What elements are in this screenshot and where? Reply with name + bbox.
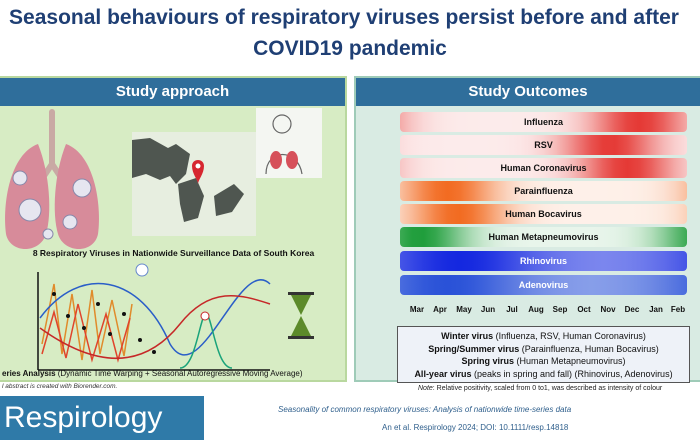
- biorender-credit: l abstract is created with Biorender.com…: [2, 383, 118, 390]
- month-label: Feb: [670, 305, 686, 314]
- month-label: Apr: [433, 305, 447, 314]
- heat-bar-human-bocavirus: Human Bocavirus: [400, 204, 687, 224]
- summary-bold: Winter virus: [441, 331, 494, 341]
- hourglass-icon: [288, 292, 314, 339]
- patient-icon: [256, 108, 322, 178]
- summary-line: Spring/Summer virus (Parainfluenza, Huma…: [398, 343, 689, 356]
- month-label: Nov: [600, 305, 616, 314]
- summary-bold: All-year virus: [414, 368, 472, 379]
- korea-map-icon: [132, 132, 256, 236]
- title-line-1: Seasonal behaviours of respiratory virus…: [9, 6, 679, 29]
- time-series-chart-icon: [37, 263, 271, 371]
- citation-title: Seasonality of common respiratory viruse…: [278, 405, 572, 414]
- month-label: Jan: [649, 305, 663, 314]
- lungs-icon: [5, 109, 99, 249]
- month-label: Oct: [577, 305, 591, 314]
- summary-line: Winter virus (Influenza, RSV, Human Coro…: [398, 330, 689, 343]
- heat-bar-rhinovirus: Rhinovirus: [400, 251, 687, 271]
- study-outcomes-heading: Study Outcomes: [356, 78, 700, 106]
- heat-bar-rsv: RSV: [400, 135, 687, 155]
- figure-title: Seasonal behaviours of respiratory virus…: [0, 2, 700, 66]
- month-label: May: [456, 305, 472, 314]
- citation-reference: An et al. Respirology 2024; DOI: 10.1111…: [382, 423, 569, 432]
- colour-note: Note: Relative positivity, scaled from 0…: [418, 385, 662, 392]
- summary-bold: Spring/Summer virus: [428, 343, 520, 354]
- heat-bar-influenza: Influenza: [400, 112, 687, 132]
- analysis-caption-bold: eries Analysis: [2, 369, 56, 378]
- summary-rest: (Human Metapneumovirus): [513, 356, 626, 366]
- note-label: Note: [418, 385, 433, 392]
- month-label: Sep: [552, 305, 568, 314]
- month-label: Jun: [480, 305, 496, 314]
- heat-bar-human-metapneumovirus: Human Metapneumovirus: [400, 227, 687, 247]
- study-approach-illustration: [5, 108, 322, 371]
- analysis-caption: eries Analysis (Dynamic Time Warping + S…: [0, 369, 347, 378]
- summary-rest: (Parainfluenza, Human Bocavirus): [519, 343, 659, 354]
- heat-bar-adenovirus: Adenovirus: [400, 275, 687, 295]
- analysis-caption-rest: (Dynamic Time Warping + Seasonal Autoreg…: [55, 369, 303, 378]
- study-approach-heading: Study approach: [0, 78, 345, 106]
- summary-rest: (Influenza, RSV, Human Coronavirus): [493, 331, 646, 341]
- journal-logo: Respirology: [0, 396, 204, 440]
- heat-bar-parainfluenza: Parainfluenza: [400, 181, 687, 201]
- month-label: Jul: [506, 305, 518, 314]
- summary-line: All-year virus (peaks in spring and fall…: [398, 368, 689, 381]
- summary-line: Spring virus (Human Metapneumovirus): [398, 355, 689, 368]
- note-text: : Relative positivity, scaled from 0 to1…: [432, 385, 663, 392]
- month-label: Dec: [624, 305, 640, 314]
- month-label: Mar: [409, 305, 425, 314]
- map-caption: 8 Respiratory Viruses in Nationwide Surv…: [32, 248, 315, 258]
- seasonality-summary: Winter virus (Influenza, RSV, Human Coro…: [397, 326, 690, 383]
- title-line-2: COVID19 pandemic: [253, 37, 447, 60]
- heat-bar-human-coronavirus: Human Coronavirus: [400, 158, 687, 178]
- summary-bold: Spring virus: [461, 356, 514, 366]
- month-label: Aug: [528, 305, 544, 314]
- summary-rest: (peaks in spring and fall) (Rhinovirus, …: [471, 368, 673, 379]
